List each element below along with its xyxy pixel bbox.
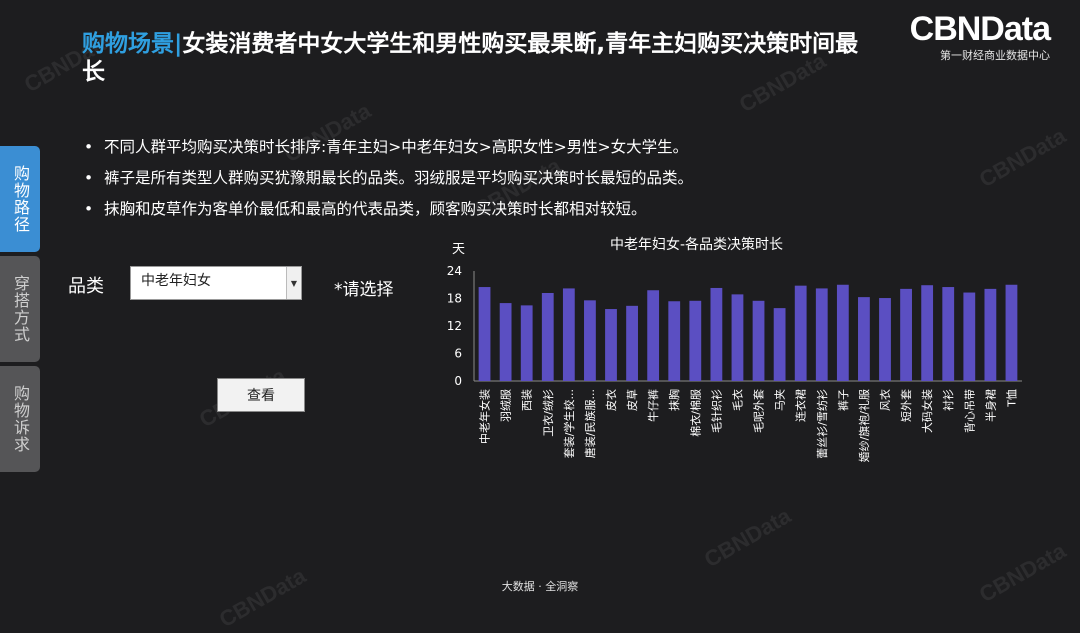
category-select-value: 中老年妇女: [141, 273, 211, 289]
y-axis-unit: 天: [452, 242, 466, 257]
bar: [900, 288, 912, 381]
bar: [921, 285, 934, 381]
x-tick-label: 卫衣/绒衫: [541, 389, 555, 437]
x-tick-label: 皮衣: [604, 389, 618, 411]
bullet-text: 裤子是所有类型人群购买犹豫期最长的品类。羽绒服是平均购买决策时长最短的品类。: [104, 169, 694, 187]
watermark: CBNData: [974, 537, 1070, 608]
category-select[interactable]: 中老年妇女 ▼: [130, 266, 302, 300]
x-tick-label: 连衣裙: [794, 389, 808, 422]
y-tick-label: 24: [447, 264, 462, 278]
logo-brand: CBNData: [909, 10, 1051, 48]
bullet-text: 抹胸和皮草作为客单价最低和最高的代表品类，顾客购买决策时长都相对较短。: [104, 200, 647, 218]
bullet-list: • 不同人群平均购买决策时长排序:青年主妇>中老年妇女>高职女性>男性>女大学生。…: [84, 132, 693, 225]
x-tick-label: 短外套: [899, 389, 913, 422]
bar: [963, 292, 976, 381]
x-tick-label: 毛衣: [730, 389, 744, 411]
watermark: CBNData: [974, 122, 1070, 193]
x-tick-label: 羽绒服: [500, 389, 513, 422]
x-tick-label: T恤: [1005, 389, 1018, 408]
x-tick-label: 抹胸: [667, 389, 681, 411]
watermark: CBNData: [699, 502, 795, 573]
footer-slogan: 大数据 · 全洞察: [501, 580, 579, 593]
x-tick-label: 唐装/民族服...: [583, 389, 597, 458]
x-tick-label: 风衣: [878, 389, 892, 411]
x-tick-label: 套装/学生校...: [562, 389, 576, 458]
bar: [1005, 284, 1018, 381]
bar: [605, 309, 617, 381]
bar: [858, 297, 870, 381]
title-text: 女装消费者中女大学生和男性购买最果断,青年主妇购买决策时间最长: [82, 31, 859, 85]
bullet-item: • 抹胸和皮草作为客单价最低和最高的代表品类，顾客购买决策时长都相对较短。: [84, 200, 647, 218]
bar: [562, 288, 575, 381]
bar: [879, 298, 891, 381]
bar: [794, 285, 807, 381]
tab-purchase-needs[interactable]: 购物诉求: [0, 366, 40, 472]
x-tick-label: 毛呢外套: [753, 389, 766, 433]
bar: [815, 288, 828, 381]
bar: [731, 294, 744, 381]
bar: [710, 287, 723, 381]
x-tick-label: 婚纱/旗袍/礼服: [857, 389, 871, 462]
select-hint: *请选择: [334, 280, 394, 300]
x-tick-label: 裤子: [836, 389, 850, 411]
bar: [520, 305, 533, 381]
chevron-down-icon[interactable]: ▼: [286, 267, 301, 299]
y-tick-label: 6: [454, 347, 462, 361]
bar: [984, 288, 997, 381]
bar: [836, 284, 849, 381]
bullet-text: 不同人群平均购买决策时长排序:青年主妇>中老年妇女>高职女性>男性>女大学生。: [104, 138, 689, 156]
bar: [773, 308, 786, 381]
x-tick-label: 棉衣/棉服: [688, 389, 702, 437]
bar: [689, 300, 702, 381]
x-tick-label: 中老年女装: [478, 389, 492, 444]
x-tick-label: 背心吊带: [962, 389, 976, 433]
watermark: CBNData: [214, 562, 310, 633]
y-tick-label: 0: [454, 374, 462, 388]
view-button[interactable]: 查看: [217, 378, 305, 412]
bullet-item: • 裤子是所有类型人群购买犹豫期最长的品类。羽绒服是平均购买决策时长最短的品类。: [84, 169, 694, 187]
x-tick-label: 西装: [521, 389, 534, 411]
logo-subtitle: 第一财经商业数据中心: [940, 49, 1050, 62]
title-accent: 购物场景|: [82, 31, 183, 57]
x-tick-label: 牛仔裤: [646, 389, 660, 422]
bar: [942, 287, 955, 381]
x-tick-label: 大码女装: [920, 389, 934, 433]
page-title: 购物场景|女装消费者中女大学生和男性购买最果断,青年主妇购买决策时间最长: [82, 30, 862, 86]
y-tick-label: 18: [447, 292, 462, 306]
bar: [647, 290, 660, 381]
y-tick-label: 12: [447, 319, 462, 333]
x-tick-label: 毛针织衫: [709, 389, 723, 433]
tab-purchase-path[interactable]: 购物路径: [0, 146, 40, 252]
bar: [478, 287, 491, 381]
bar: [626, 305, 638, 381]
bar: [541, 293, 554, 381]
bar: [752, 300, 765, 381]
tab-outfit[interactable]: 穿搭方式: [0, 256, 40, 362]
bar-chart: 0 6 12 18 24 中老年女装 羽绒服 西装 卫衣/绒衫 套装/学生校... 唐装/民族服..…: [447, 264, 1022, 462]
x-tick-label: 衬衫: [942, 389, 955, 411]
bar: [499, 303, 512, 381]
x-tick-label: 蕾丝衫/雪纺衫: [815, 389, 829, 459]
bullet-item: • 不同人群平均购买决策时长排序:青年主妇>中老年妇女>高职女性>男性>女大学生。: [84, 138, 689, 156]
bar: [668, 301, 681, 381]
x-tick-label: 马夹: [774, 389, 787, 411]
x-tick-label: 皮草: [626, 389, 639, 411]
cbndata-logo: CBNData 第一财经商业数据中心: [909, 10, 1051, 63]
x-tick-label: 半身裙: [983, 389, 997, 422]
bar: [584, 300, 596, 381]
chart-title: 中老年妇女-各品类决策时长: [610, 237, 784, 253]
sidebar: 购物路径 穿搭方式 购物诉求: [0, 146, 40, 476]
category-label: 品类: [68, 276, 104, 297]
